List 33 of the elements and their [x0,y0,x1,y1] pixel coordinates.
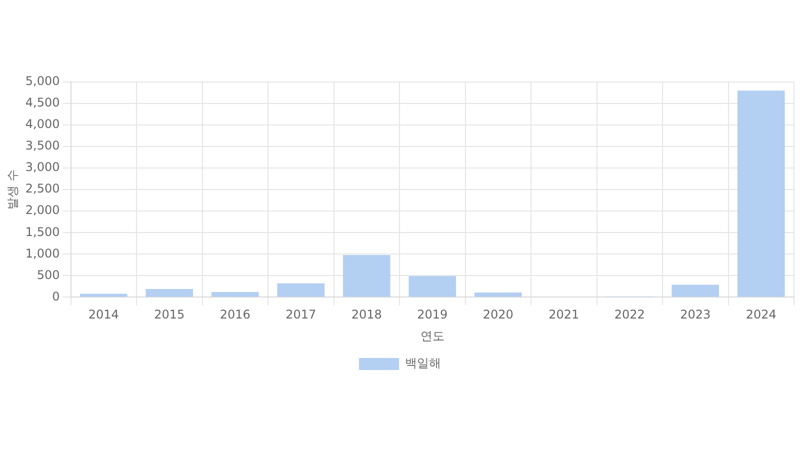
x-tick-label: 2024 [746,308,776,322]
y-axis-title: 발생 수 [5,170,20,210]
x-axis-title: 연도 [420,328,444,343]
y-tick-label: 1,000 [25,246,60,260]
x-tick-label: 2016 [220,308,250,322]
y-tick-label: 3,000 [25,160,60,174]
bar [737,90,785,297]
y-tick-label: 5,000 [25,74,60,88]
y-tick-label: 2,500 [25,182,60,196]
bar [474,292,522,297]
x-tick-label: 2021 [548,308,580,322]
y-tick-label: 500 [36,268,60,282]
y-tick-label: 4,500 [25,96,60,110]
x-tick-label: 2023 [680,308,711,322]
y-tick-label: 3,500 [25,138,60,153]
y-tick-label: 0 [52,289,60,304]
x-tick-label: 2015 [154,308,185,322]
legend-label: 백일해 [405,356,441,370]
x-tick-label: 2018 [351,308,382,322]
x-tick-label: 2017 [286,308,316,322]
bar [146,289,194,297]
bar [672,284,720,297]
x-tick-label: 2022 [614,308,645,322]
bar [408,276,456,297]
x-tick-label: 2019 [417,308,448,322]
x-tick-label: 2020 [482,308,514,322]
bar [277,283,325,297]
bar [342,255,390,297]
y-tick-label: 4,000 [25,117,60,132]
y-tick-label: 1,500 [25,224,60,239]
x-tick-label: 2014 [88,308,119,322]
y-tick-label: 2,000 [25,203,60,218]
bar [211,292,259,297]
